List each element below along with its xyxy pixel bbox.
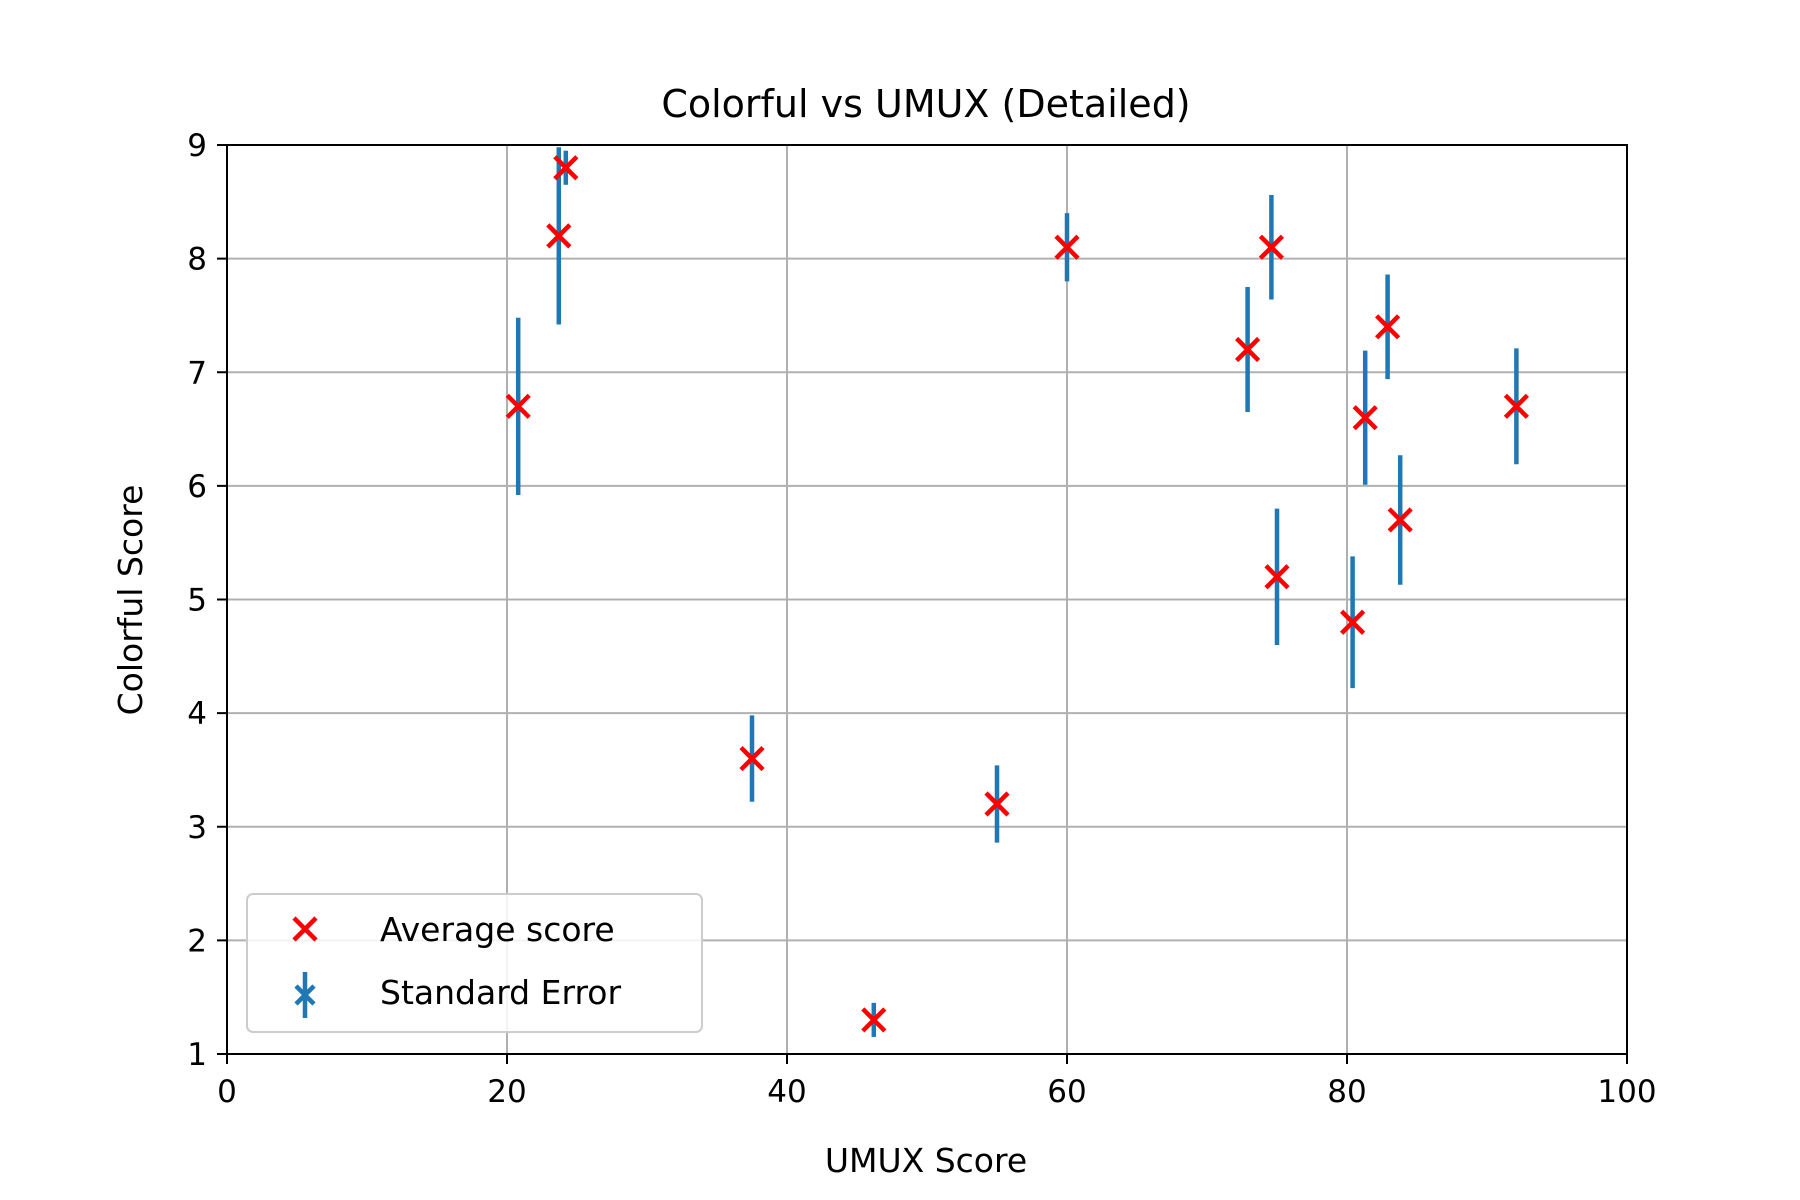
marker-stroke [294, 984, 316, 1006]
average-point [1375, 314, 1401, 340]
marker-stroke [1503, 393, 1529, 419]
x-tick-label: 100 [1597, 1074, 1656, 1110]
chart-title: Colorful vs UMUX (Detailed) [661, 82, 1190, 126]
average-point [1340, 609, 1366, 635]
marker-stroke [546, 223, 572, 249]
average-point [1258, 234, 1284, 260]
marker-stroke [1258, 234, 1284, 260]
average-point [861, 1007, 887, 1033]
marker-stroke [1235, 336, 1261, 363]
y-axis-ticks: 1 2 3 4 5 6 7 8 9 [187, 128, 227, 1073]
average-point [1387, 507, 1413, 533]
y-tick-label: 2 [187, 923, 207, 959]
y-tick-label: 8 [187, 242, 207, 278]
marker-stroke [984, 791, 1010, 817]
legend-x-marker [292, 916, 318, 942]
legend-average-marker [292, 916, 318, 942]
average-point [546, 223, 572, 249]
average-point [553, 155, 579, 181]
average-markers [505, 155, 1529, 1033]
y-tick-label: 6 [187, 469, 207, 505]
y-tick-label: 3 [187, 810, 207, 846]
marker-stroke [861, 1007, 887, 1033]
legend-label-error: Standard Error [380, 973, 621, 1012]
marker-stroke [1387, 507, 1413, 533]
legend-label-average: Average score [380, 910, 615, 949]
marker-stroke [1264, 564, 1290, 590]
y-tick-label: 7 [187, 355, 207, 391]
average-point [739, 745, 765, 772]
x-tick-label: 40 [767, 1074, 806, 1110]
average-point [1054, 234, 1080, 260]
x-tick-label: 0 [217, 1074, 237, 1110]
marker-stroke [739, 745, 765, 772]
y-tick-label: 1 [187, 1037, 207, 1073]
x-tick-label: 20 [487, 1074, 526, 1110]
average-point [1352, 405, 1378, 431]
legend-box [246, 893, 703, 1033]
marker-stroke [292, 916, 318, 942]
x-tick-label: 60 [1047, 1074, 1086, 1110]
x-tick-label: 80 [1327, 1074, 1366, 1110]
marker-stroke [1340, 609, 1366, 635]
legend-error-marker [294, 972, 316, 1018]
y-tick-label: 9 [187, 128, 207, 164]
y-axis-label: Colorful Score [111, 485, 150, 716]
legend: Average score Standard Error [246, 893, 703, 1033]
average-point [1503, 393, 1529, 419]
x-axis-label: UMUX Score [825, 1141, 1027, 1180]
marker-stroke [1352, 405, 1378, 431]
average-point [505, 393, 531, 419]
marker-stroke [1375, 314, 1401, 340]
y-tick-label: 5 [187, 583, 207, 619]
x-axis-ticks: 0 20 40 60 80 100 [217, 1054, 1657, 1110]
legend-errorbar-x [294, 984, 316, 1006]
average-point [1235, 336, 1261, 363]
marker-stroke [505, 393, 531, 419]
marker-stroke [1054, 234, 1080, 260]
marker-stroke [553, 155, 579, 181]
average-point [984, 791, 1010, 817]
average-point [1264, 564, 1290, 590]
y-tick-label: 4 [187, 696, 207, 732]
